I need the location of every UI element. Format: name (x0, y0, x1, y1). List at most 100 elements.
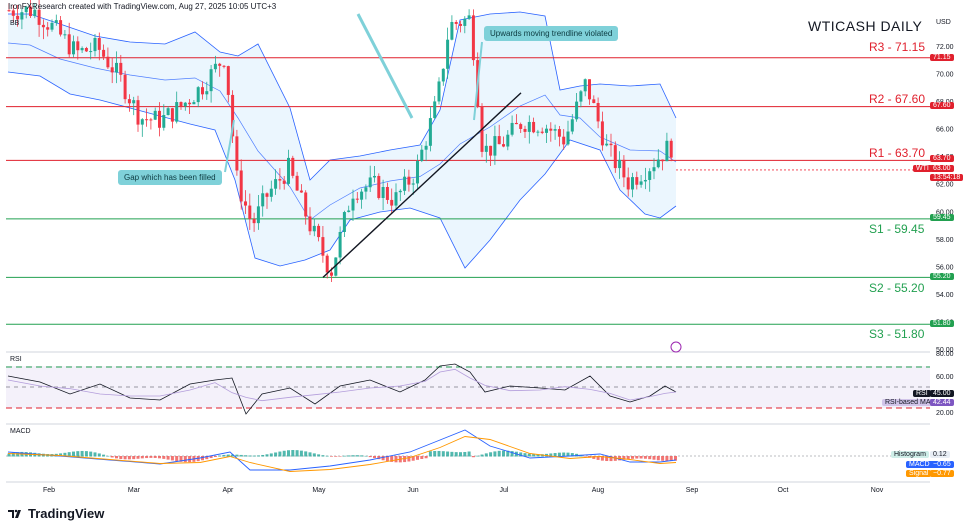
candle-body (54, 20, 58, 23)
macd-histogram-bar (523, 453, 527, 457)
macd-histogram-bar (605, 456, 609, 462)
candle-body (24, 6, 28, 13)
macd-histogram-bar (665, 456, 669, 462)
y-tick-label: 66.00 (936, 127, 954, 134)
macd-histogram-bar (390, 456, 394, 462)
macd-histogram-bar (463, 451, 467, 457)
candle-body (84, 48, 88, 52)
macd-histogram-bar (222, 454, 226, 457)
candle-body (7, 10, 11, 12)
macd-histogram-bar (97, 453, 101, 457)
x-tick-label: Jul (499, 487, 508, 494)
callout-pointer (473, 41, 483, 121)
candle-body (76, 41, 80, 51)
candle-body (351, 198, 355, 211)
macd-histogram-bar (489, 452, 493, 457)
candle-body (497, 136, 501, 145)
macd-histogram-bar (368, 456, 372, 458)
candle-body (140, 119, 144, 125)
macd-histogram-bar (72, 451, 75, 457)
candle-body (265, 193, 269, 197)
macd-histogram-bar (188, 456, 192, 463)
macd-histogram-bar (583, 456, 587, 457)
candle-body (72, 41, 75, 55)
candle-body (588, 79, 591, 100)
macd-histogram-bar (84, 451, 88, 457)
macd-histogram-bar (497, 450, 501, 457)
rsi-tick-60: 60.00 (936, 374, 954, 381)
candle-body (37, 9, 41, 25)
macd-histogram-bar (321, 455, 325, 457)
candle-body (213, 63, 217, 70)
macd-histogram-bar (76, 451, 80, 457)
bollinger-upper-line (8, 11, 677, 181)
s2-price-tag: 55.20 (930, 273, 954, 280)
gap-annotation: Gap which has been filled (118, 170, 222, 185)
r1-price-tag: 63.70 (930, 155, 954, 162)
macd-histogram-bar (119, 456, 123, 459)
macd-histogram-bar (566, 452, 570, 457)
candle-body (205, 91, 209, 95)
macd-histogram-bar (110, 456, 114, 458)
macd-histogram-bar (256, 455, 260, 457)
candle-body (600, 121, 604, 146)
candle-body (639, 181, 643, 185)
macd-histogram-bar (532, 454, 536, 457)
candle-body (656, 159, 660, 168)
candle-body (566, 131, 570, 145)
macd-panel-label[interactable]: MACD (10, 428, 31, 435)
macd-histogram-bar (519, 452, 523, 457)
bollinger-lower-line (7, 71, 677, 269)
candle-body (527, 121, 531, 132)
rsi-panel-label[interactable]: RSI (10, 356, 22, 363)
candle-body (536, 131, 540, 133)
x-tick-label: Oct (778, 487, 789, 494)
candle-body (592, 99, 596, 104)
macd-histogram-bar (170, 456, 174, 461)
level-s2-label: S2 - 55.20 (869, 281, 925, 295)
macd-histogram-bar (205, 456, 209, 460)
macd-histogram-bar (622, 456, 626, 460)
candle-body (231, 94, 235, 137)
bb-indicator-label[interactable]: BB (10, 20, 20, 27)
candle-body (661, 159, 665, 162)
macd-histogram-bar (661, 456, 665, 461)
macd-histogram-bar (596, 456, 600, 460)
macd-histogram-bar (643, 456, 647, 459)
candle-body (145, 119, 149, 121)
candle-body (471, 15, 475, 61)
macd-histogram-bar (218, 455, 222, 457)
x-tick-label: Jun (407, 487, 418, 494)
macd-histogram-bar (209, 456, 213, 459)
macd-histogram-bar (360, 455, 364, 457)
macd-histogram-bar (407, 456, 411, 462)
candle-body (411, 183, 415, 185)
macd-histogram-bar (635, 456, 639, 459)
candle-body (175, 102, 179, 122)
candle-body (321, 237, 325, 256)
s3-price-tag: 51.80 (930, 320, 954, 327)
macd-histogram-bar (446, 451, 450, 457)
candle-body (312, 225, 316, 232)
macd-histogram-bar (553, 453, 557, 457)
candle-body (557, 129, 561, 137)
candle-body (278, 179, 282, 181)
candle-body (514, 122, 518, 125)
macd-histogram-bar (433, 450, 437, 457)
macd-histogram-bar (527, 453, 531, 457)
macd-histogram-bar (600, 456, 604, 461)
candle-body (360, 191, 364, 200)
macd-histogram-bar (502, 450, 505, 457)
candle-body (50, 22, 54, 30)
macd-histogram-bar (338, 456, 342, 457)
candle-body (158, 110, 161, 128)
macd-histogram-bar (674, 456, 677, 461)
candle-body (635, 177, 639, 185)
x-tick-label: Nov (871, 487, 884, 494)
candle-body (162, 114, 166, 128)
candle-body (398, 190, 402, 193)
macd-histogram-bar (67, 452, 71, 457)
macd-histogram-bar (639, 456, 643, 459)
candle-body (510, 122, 514, 135)
